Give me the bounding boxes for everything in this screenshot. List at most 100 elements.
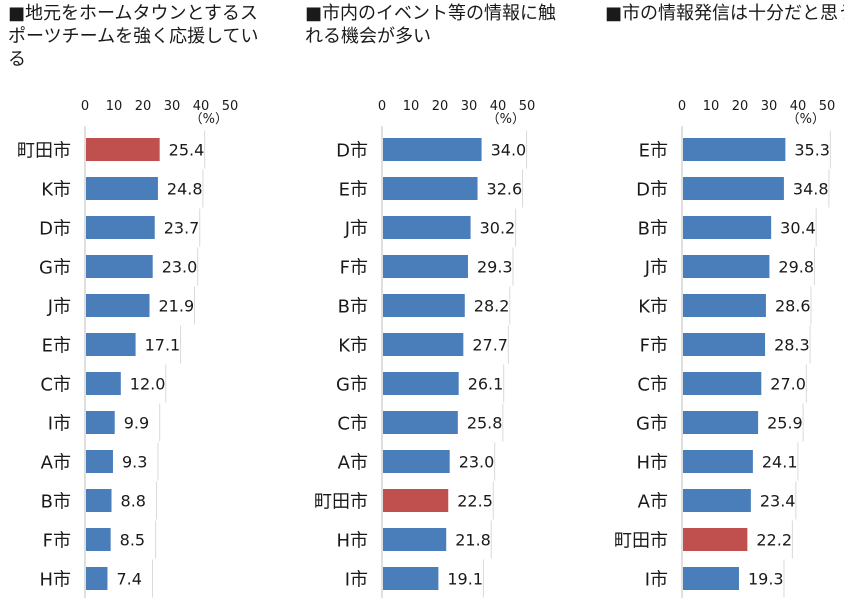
- tick-label: 40: [790, 99, 807, 114]
- chart-panel-2: ■市内のイベント等の情報に触れる機会が多い （%） 0 10 20 30 40 50 D市 34…: [305, 0, 575, 604]
- data-label-background: [140, 332, 181, 357]
- category-label: D市: [39, 219, 71, 240]
- bar: [86, 489, 112, 512]
- category-label: F市: [43, 531, 71, 552]
- category-label: H市: [636, 453, 668, 474]
- tick-label: 50: [519, 99, 536, 114]
- unit-label: （%）: [787, 112, 825, 127]
- bar: [683, 333, 766, 356]
- data-label-background: [743, 566, 784, 591]
- tick-label: 10: [403, 99, 420, 114]
- category-label: F市: [640, 336, 668, 357]
- tick-label: 30: [164, 99, 181, 114]
- bar: [86, 567, 108, 590]
- data-label: 28.6: [775, 297, 811, 316]
- bar: [683, 489, 751, 512]
- category-label: G市: [39, 258, 71, 279]
- category-label: C市: [337, 414, 368, 435]
- data-label-background: [757, 449, 798, 474]
- bar: [683, 177, 784, 200]
- tick-label: 20: [135, 99, 152, 114]
- bar: [383, 528, 447, 551]
- data-label: 25.4: [169, 141, 205, 160]
- tick-label: 0: [678, 99, 686, 114]
- bar: [86, 333, 136, 356]
- data-label-background: [451, 527, 492, 552]
- data-label-background: [119, 410, 160, 435]
- data-label: 25.8: [467, 414, 503, 433]
- data-label: 19.1: [447, 570, 483, 589]
- chart-panel-3: ■市の情報発信は十分だと思う （%） 0 10 20 30 40 50 E市 35.3 D市 34.…: [605, 0, 844, 604]
- data-label-background: [790, 137, 831, 162]
- data-label-background: [755, 488, 796, 513]
- data-label: 23.0: [459, 453, 495, 472]
- category-label: C市: [637, 375, 668, 396]
- data-label: 17.1: [145, 336, 181, 355]
- category-label: G市: [636, 414, 668, 435]
- bar: [683, 567, 739, 590]
- chart-title: ■地元をホームタウンとするスポーツチームを強く応援している: [8, 3, 259, 70]
- data-label: 25.9: [767, 414, 803, 433]
- category-label: E市: [339, 180, 368, 201]
- category-label: 町田市: [614, 531, 668, 552]
- data-label: 34.0: [491, 141, 527, 160]
- category-label: H市: [336, 531, 368, 552]
- data-label-background: [159, 215, 200, 240]
- data-label: 12.0: [130, 375, 166, 394]
- category-label: G市: [336, 375, 368, 396]
- data-label-background: [468, 332, 509, 357]
- tick-label: 40: [490, 99, 507, 114]
- bar: [86, 450, 113, 473]
- unit-label: （%）: [190, 112, 228, 127]
- tick-label: 50: [222, 99, 239, 114]
- data-label: 9.3: [122, 453, 147, 472]
- bar: [683, 411, 759, 434]
- bar: [683, 255, 770, 278]
- data-label: 32.6: [487, 180, 523, 199]
- bar: [683, 294, 766, 317]
- category-label: K市: [338, 336, 368, 357]
- bar: [86, 138, 160, 161]
- data-label-background: [125, 371, 166, 396]
- category-label: D市: [336, 141, 368, 162]
- data-label: 21.8: [455, 531, 491, 550]
- bar: [383, 489, 449, 512]
- data-label-background: [469, 293, 510, 318]
- category-label: E市: [639, 141, 668, 162]
- tick-label: 40: [193, 99, 210, 114]
- data-label: 24.8: [167, 180, 203, 199]
- bar: [86, 216, 155, 239]
- data-label-background: [788, 176, 829, 201]
- data-label-background: [475, 215, 516, 240]
- data-label-background: [770, 293, 811, 318]
- category-label: J市: [344, 219, 368, 240]
- tick-label: 30: [761, 99, 778, 114]
- category-label: B市: [638, 219, 668, 240]
- data-label: 8.8: [121, 492, 146, 511]
- data-label-background: [453, 488, 494, 513]
- unit-label: （%）: [487, 112, 525, 127]
- tick-label: 0: [378, 99, 386, 114]
- data-label: 27.0: [770, 375, 806, 394]
- data-label: 22.2: [756, 531, 792, 550]
- data-label: 34.8: [793, 180, 829, 199]
- bar: [383, 372, 459, 395]
- data-label: 35.3: [794, 141, 830, 160]
- data-label: 8.5: [120, 531, 145, 550]
- bar: [383, 138, 482, 161]
- bar: [86, 255, 153, 278]
- bar: [383, 255, 468, 278]
- data-label-background: [157, 254, 198, 279]
- data-label: 7.4: [116, 570, 141, 589]
- data-label-background: [770, 332, 811, 357]
- data-label-background: [482, 176, 523, 201]
- data-label-background: [752, 527, 793, 552]
- category-label: F市: [340, 258, 368, 279]
- category-label: H市: [39, 570, 71, 591]
- data-label: 23.0: [162, 258, 198, 277]
- data-label-background: [462, 410, 503, 435]
- bar: [683, 138, 786, 161]
- category-label: 町田市: [314, 492, 368, 513]
- tick-label: 10: [106, 99, 123, 114]
- bar: [383, 177, 478, 200]
